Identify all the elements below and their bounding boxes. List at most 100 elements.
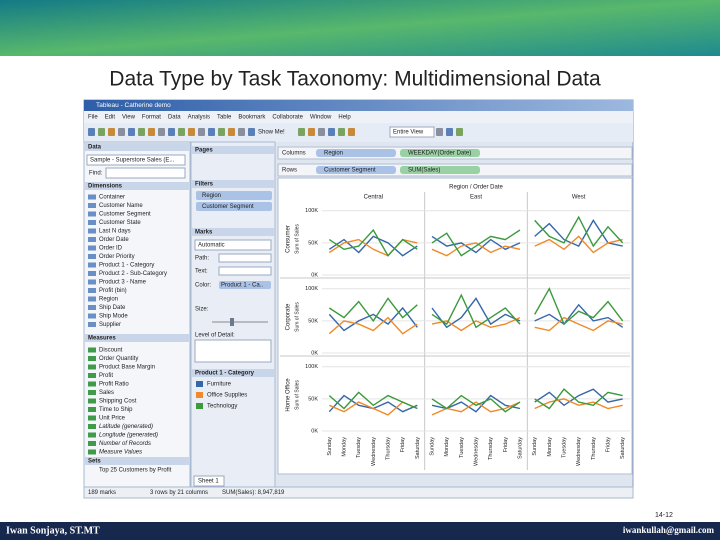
email: iwankullah@gmail.com	[623, 525, 715, 535]
sheet-tab[interactable]	[193, 475, 225, 487]
measure[interactable]: Shipping Cost	[99, 399, 137, 405]
dimension[interactable]: Product 3 - Name	[99, 280, 147, 286]
toolbar-button[interactable]	[436, 128, 443, 136]
toolbar-button[interactable]	[298, 128, 305, 136]
toolbar-label[interactable]: Entire View	[393, 130, 424, 136]
menu-item[interactable]: File	[88, 115, 98, 121]
measure[interactable]: Discount	[99, 348, 123, 354]
legend-label[interactable]: Technology	[207, 404, 237, 410]
measure[interactable]: Product Base Margin	[99, 365, 155, 371]
menu-item[interactable]: Analysis	[188, 115, 210, 121]
dimension[interactable]: Order ID	[99, 246, 123, 252]
legend-label[interactable]: Furniture	[207, 382, 232, 388]
filter-pill[interactable]	[196, 202, 272, 211]
menu-item[interactable]: Table	[217, 115, 232, 121]
measure[interactable]: Unit Price	[99, 416, 126, 422]
measure[interactable]: Measure Values	[99, 450, 142, 456]
field-icon	[88, 449, 96, 455]
mark-property: Path:	[195, 256, 209, 262]
measure[interactable]: Number of Records	[99, 441, 151, 447]
measure[interactable]: Profit Ratio	[99, 382, 129, 388]
series-line	[431, 293, 521, 329]
toolbar-button[interactable]	[456, 128, 463, 136]
toolbar-button[interactable]	[88, 128, 95, 136]
toolbar-button[interactable]	[118, 128, 125, 136]
toolbar-button[interactable]	[138, 128, 145, 136]
dimension[interactable]: Customer State	[99, 220, 141, 226]
x-tick-label: Sunday	[532, 437, 538, 456]
toolbar-button[interactable]	[228, 128, 235, 136]
toolbar-button[interactable]	[128, 128, 135, 136]
measure[interactable]: Order Quantity	[99, 356, 138, 362]
filter-pill[interactable]	[196, 191, 272, 200]
dimension[interactable]: Product 1 - Category	[99, 263, 154, 269]
toolbar-button[interactable]	[318, 128, 325, 136]
menu-item[interactable]: Window	[310, 115, 332, 121]
shelf-pill[interactable]	[316, 149, 396, 157]
toolbar-button[interactable]	[198, 128, 205, 136]
menu-item[interactable]: Data	[168, 115, 181, 121]
toolbar-label[interactable]: Show Me!	[258, 130, 285, 136]
series-line	[431, 316, 521, 332]
toolbar-button[interactable]	[178, 128, 185, 136]
legend-label[interactable]: Office Supplies	[207, 393, 247, 399]
series-line	[534, 215, 624, 248]
y-tick-label: 100K	[305, 208, 318, 214]
menu-item[interactable]: Bookmark	[238, 115, 266, 121]
dimension[interactable]: Ship Date	[99, 305, 126, 311]
toolbar-button[interactable]	[108, 128, 115, 136]
field-icon	[88, 313, 96, 319]
mark-type[interactable]	[194, 239, 272, 251]
dimension[interactable]: Supplier	[99, 322, 121, 328]
toolbar-button[interactable]	[168, 128, 175, 136]
dimension[interactable]: Last N days	[99, 229, 131, 235]
toolbar-button[interactable]	[328, 128, 335, 136]
menu-item[interactable]: Collaborate	[272, 115, 303, 121]
toolbar-button[interactable]	[188, 128, 195, 136]
dimension[interactable]: Customer Segment	[99, 212, 151, 218]
shelf-pill[interactable]	[400, 149, 480, 157]
toolbar-button[interactable]	[218, 128, 225, 136]
toolbar-button[interactable]	[158, 128, 165, 136]
shelf-pill[interactable]	[400, 166, 480, 174]
toolbar-button[interactable]	[238, 128, 245, 136]
dropdown[interactable]	[389, 126, 435, 138]
measure[interactable]: Longitude (generated)	[99, 433, 158, 439]
dimension[interactable]: Customer Name	[99, 203, 143, 209]
dimension[interactable]: Region	[99, 297, 118, 303]
measure[interactable]: Profit	[99, 373, 113, 379]
menu-item[interactable]: Edit	[105, 115, 116, 121]
toolbar-button[interactable]	[338, 128, 345, 136]
set[interactable]: Top 25 Customers by Profit	[99, 468, 172, 474]
dimension[interactable]: Order Date	[99, 237, 129, 243]
toolbar-button[interactable]	[208, 128, 215, 136]
dimension[interactable]: Product 2 - Sub-Category	[99, 271, 167, 277]
status-text: 189 marks	[88, 490, 116, 496]
toolbar-button[interactable]	[98, 128, 105, 136]
column-header: Central	[364, 195, 383, 201]
toolbar-button[interactable]	[446, 128, 453, 136]
color-pill[interactable]	[219, 281, 271, 289]
measure[interactable]: Latitude (generated)	[99, 424, 153, 430]
measure[interactable]: Sales	[99, 390, 114, 396]
toolbar-button[interactable]	[348, 128, 355, 136]
menu-item[interactable]: Help	[338, 115, 351, 121]
x-tick-label: Monday	[341, 437, 347, 457]
dimension[interactable]: Container	[99, 195, 125, 201]
shelf-pill[interactable]	[316, 166, 396, 174]
mark-property: Level of Detail:	[195, 333, 235, 339]
slider-thumb[interactable]	[230, 318, 234, 326]
toolbar-button[interactable]	[308, 128, 315, 136]
source-select[interactable]	[86, 154, 186, 166]
measure[interactable]: Time to Ship	[99, 407, 133, 413]
find-box[interactable]	[105, 167, 186, 179]
menu-item[interactable]: Format	[142, 115, 161, 121]
toolbar-button[interactable]	[248, 128, 255, 136]
dimension[interactable]: Order Priority	[99, 254, 135, 260]
dimension[interactable]: Ship Mode	[99, 314, 128, 320]
menu-item[interactable]: View	[122, 115, 136, 121]
x-tick-label: Thursday	[591, 437, 597, 460]
dimension[interactable]: Profit (bin)	[99, 288, 127, 294]
toolbar-button[interactable]	[148, 128, 155, 136]
field-icon	[88, 296, 96, 302]
